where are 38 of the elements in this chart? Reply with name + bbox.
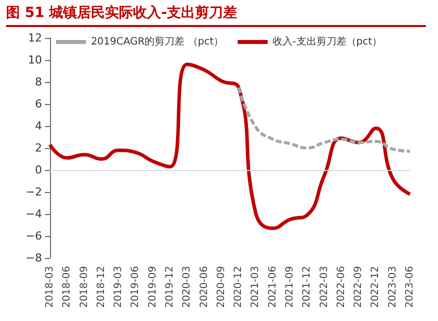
x-tick-label: 2019-03 <box>113 266 124 308</box>
line-series <box>48 62 412 230</box>
x-tick-label: 2018-12 <box>96 266 107 308</box>
x-tick-label: 2020-03 <box>182 266 193 308</box>
x-tick-label: 2022-12 <box>370 266 382 308</box>
y-tick-label: 12 <box>28 32 42 44</box>
x-tick-label: 2020-06 <box>198 266 210 308</box>
legend-label: 2019CAGR的剪刀差 （pct） <box>90 36 224 48</box>
y-tick-label: −8 <box>26 252 42 264</box>
x-tick-label: 2021-03 <box>250 266 262 308</box>
x-tick-label: 2023-03 <box>387 266 398 308</box>
x-tick-label: 2018-09 <box>78 266 90 308</box>
x-tick-label: 2021-09 <box>284 266 296 308</box>
x-tick-label: 2018-06 <box>62 266 73 308</box>
legend-label: 收入-支出剪刀差（pct） <box>272 36 382 48</box>
x-tick-label: 2022-09 <box>353 266 364 308</box>
x-tick-label: 2019-12 <box>164 266 176 308</box>
x-tick-label: 2020-12 <box>233 266 244 308</box>
x-tick-label: 2022-03 <box>318 266 330 308</box>
line-series <box>237 86 412 153</box>
y-tick-label: 6 <box>35 98 42 110</box>
x-tick-label: 2019-09 <box>147 266 158 308</box>
y-tick-label: −4 <box>26 208 42 220</box>
y-tick-label: 4 <box>35 120 42 132</box>
x-tick-label: 2022-06 <box>336 266 347 308</box>
x-tick-label: 2020-09 <box>216 266 227 308</box>
y-tick-label: −2 <box>26 186 42 198</box>
y-tick-label: 8 <box>35 76 42 88</box>
x-tick-label: 2018-03 <box>44 266 56 308</box>
x-tick-label: 2019-06 <box>130 266 142 308</box>
x-tick-label: 2023-06 <box>404 266 416 308</box>
x-tick-label: 2021-12 <box>302 266 313 308</box>
y-tick-label: 2 <box>35 142 42 154</box>
x-tick-label: 2021-06 <box>267 266 278 308</box>
chart-title: 图 51 城镇居民实际收入-支出剪刀差 <box>6 4 426 27</box>
y-tick-label: 0 <box>35 164 42 176</box>
y-tick-label: −6 <box>26 230 42 242</box>
y-tick-label: 10 <box>28 54 42 66</box>
